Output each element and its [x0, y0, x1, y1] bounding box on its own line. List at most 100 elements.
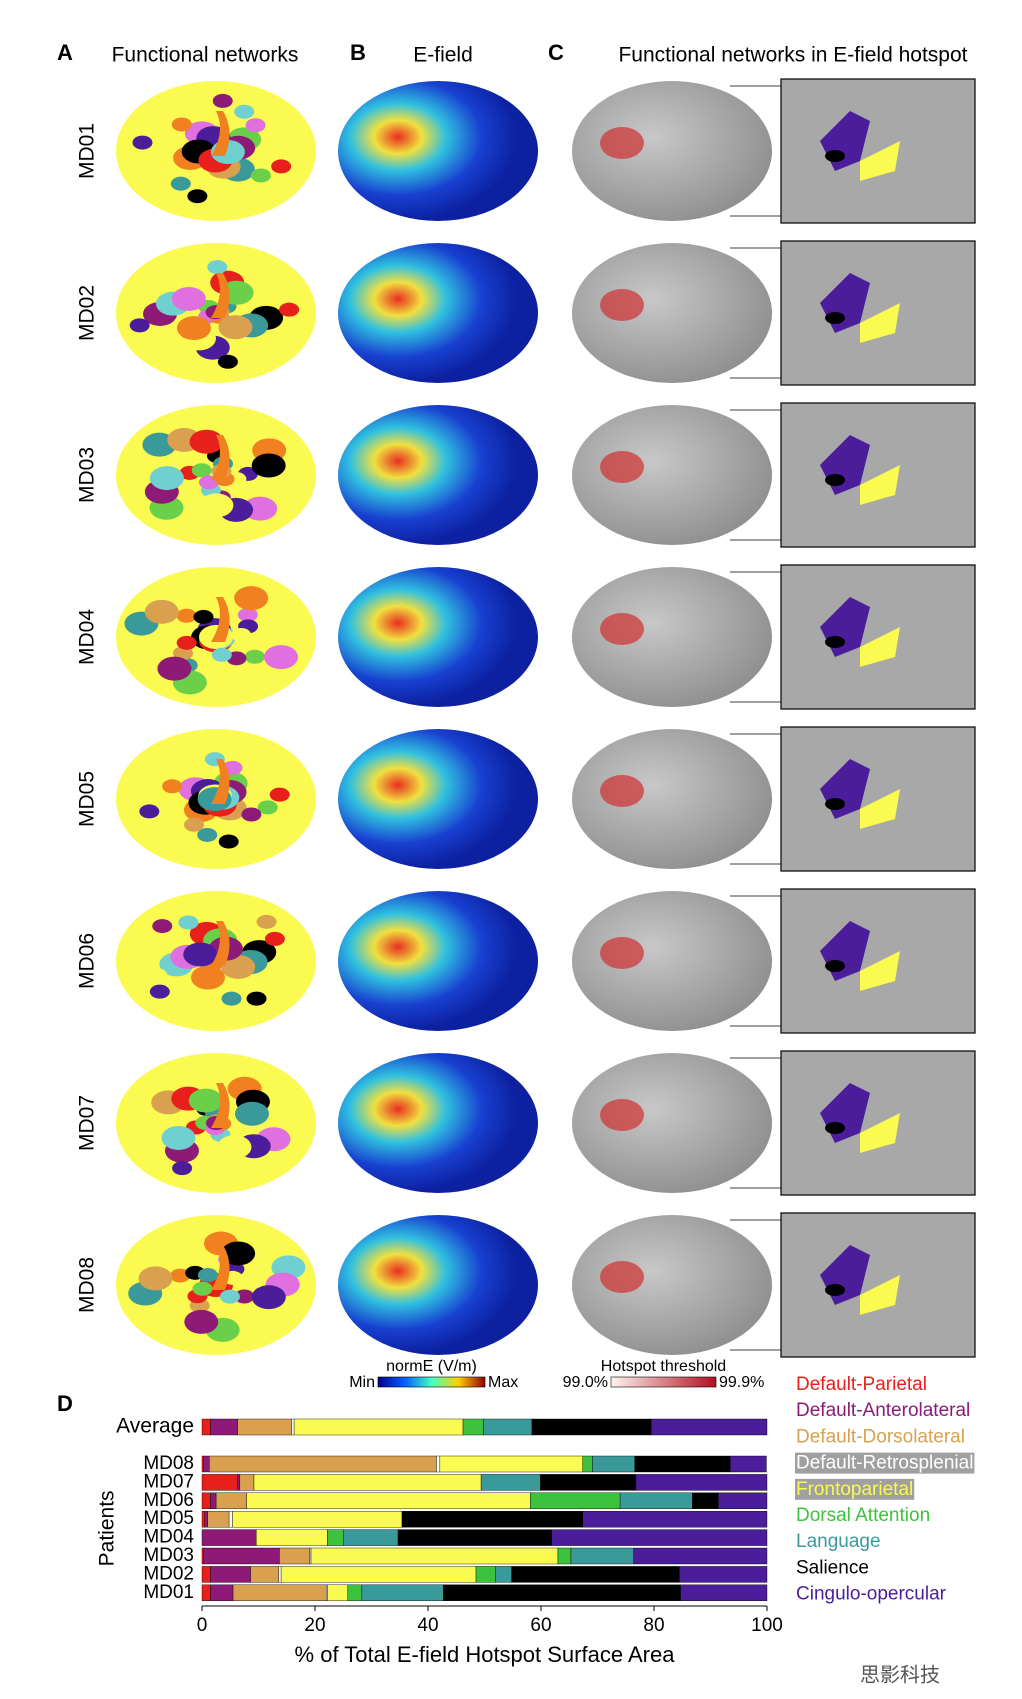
- network-patch: [139, 804, 160, 819]
- hotspot: [600, 775, 644, 807]
- bar-segment: [462, 1418, 484, 1436]
- bar-segment: [397, 1529, 552, 1546]
- inset-network: [825, 150, 845, 162]
- inset-network: [825, 636, 845, 648]
- network-patch: [269, 787, 290, 802]
- colorbar: [377, 1376, 486, 1388]
- brain-hotspot: [572, 891, 772, 1031]
- panel-label: A: [57, 40, 73, 65]
- bar-segment: [232, 1510, 403, 1528]
- bar-segment: [246, 1492, 531, 1510]
- network-patch: [193, 609, 214, 624]
- network-patch: [199, 493, 234, 518]
- inset-network: [860, 1113, 900, 1153]
- network-patch: [129, 318, 150, 333]
- bar-segment: [209, 1455, 437, 1473]
- bar-segment: [201, 1566, 211, 1583]
- legend-entry: Cingulo-opercular: [796, 1584, 947, 1605]
- network-patch: [187, 189, 208, 204]
- legend-entry: Salience: [796, 1557, 869, 1578]
- motor-strip: [211, 1245, 230, 1290]
- network-patch: [184, 817, 205, 832]
- network-patch: [218, 315, 253, 340]
- network-patch: [197, 1268, 218, 1283]
- brain-hotspot: [572, 1215, 772, 1355]
- inset-network: [860, 141, 900, 181]
- bar-segment: [633, 1547, 768, 1565]
- subject-label: MD04: [76, 609, 99, 665]
- bar-segment: [480, 1474, 541, 1491]
- hotspot: [600, 289, 644, 321]
- inset: [780, 78, 976, 224]
- inset-network: [860, 303, 900, 343]
- network-patch: [132, 135, 153, 150]
- hotspot: [600, 1261, 644, 1293]
- network-patch: [191, 463, 212, 478]
- network-patch: [237, 607, 258, 622]
- legend-backdrop: [795, 1478, 915, 1500]
- inset-network: [860, 465, 900, 505]
- bar-segment: [201, 1492, 211, 1510]
- x-tick-label: 40: [417, 1615, 438, 1636]
- bar-segment: [237, 1474, 241, 1491]
- hotspot: [600, 451, 644, 483]
- brain-efield: [338, 81, 538, 221]
- bar-segment: [531, 1418, 652, 1436]
- network-patch: [176, 316, 211, 341]
- brain-hotspot: [572, 243, 772, 383]
- brain-hotspot: [572, 729, 772, 869]
- network-patch: [264, 931, 285, 946]
- inset-network: [860, 951, 900, 991]
- network-patch: [149, 984, 170, 999]
- bar-segment: [201, 1510, 206, 1528]
- legend-entry: Default-Retrosplenial: [796, 1453, 973, 1474]
- network-patch: [234, 1289, 255, 1304]
- subject-label: MD08: [76, 1257, 99, 1313]
- x-tick-label: 60: [530, 1615, 551, 1636]
- bar-segment: [256, 1529, 328, 1546]
- inset-network: [825, 474, 845, 486]
- network-patch: [218, 834, 239, 849]
- network-patch: [234, 586, 269, 611]
- brain-efield: [338, 1053, 538, 1193]
- y-tick-label: MD04: [143, 1527, 194, 1548]
- inset: [780, 726, 976, 872]
- legend-entry: Default-Dorsolateral: [796, 1426, 965, 1447]
- brain-hotspot: [572, 405, 772, 545]
- bar-segment: [228, 1510, 233, 1528]
- inset-network: [825, 960, 845, 972]
- network-patch: [245, 118, 266, 133]
- bar-segment: [343, 1529, 399, 1546]
- colorbar-min: 99.0%: [563, 1374, 608, 1391]
- network-patch: [171, 286, 206, 311]
- network-patch: [217, 354, 238, 369]
- inset: [780, 888, 976, 1034]
- hotspot: [600, 613, 644, 645]
- brain-networks: [116, 243, 316, 383]
- brain-efield: [338, 405, 538, 545]
- bar-segment: [210, 1584, 234, 1602]
- brain-efield: [338, 1215, 538, 1355]
- network-patch: [184, 1309, 219, 1334]
- watermark: 思影科技: [860, 1663, 940, 1686]
- inset: [780, 402, 976, 548]
- bar-segment: [310, 1547, 559, 1565]
- network-patch: [271, 159, 292, 174]
- network-patch: [211, 647, 232, 662]
- bar-segment: [401, 1510, 584, 1528]
- network-patch: [147, 789, 168, 804]
- network-patch: [197, 827, 218, 842]
- legend-entry: Default-Anterolateral: [796, 1400, 970, 1421]
- inset: [780, 240, 976, 386]
- bar-segment: [582, 1510, 768, 1528]
- y-tick-label: MD05: [143, 1508, 194, 1529]
- network-patch: [207, 260, 228, 275]
- subject-label: MD01: [76, 123, 99, 179]
- network-patch: [241, 807, 262, 822]
- brain-hotspot: [572, 81, 772, 221]
- bar-segment: [582, 1455, 593, 1473]
- network-patch: [246, 991, 267, 1006]
- bar-segment: [634, 1455, 731, 1473]
- bar-segment: [511, 1566, 680, 1583]
